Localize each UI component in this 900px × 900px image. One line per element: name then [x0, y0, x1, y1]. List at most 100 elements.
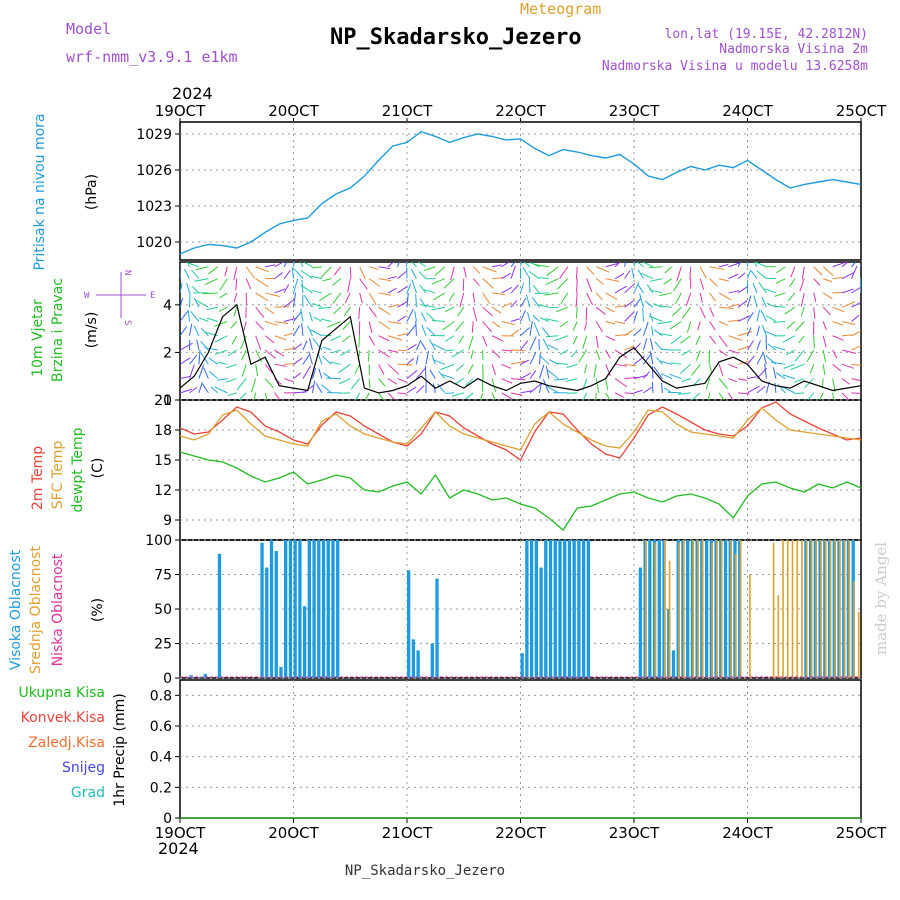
wind-barb — [841, 301, 856, 308]
wind-barb — [624, 329, 634, 337]
cloud-bar-cloud_high — [317, 540, 321, 678]
wind-barb — [343, 306, 351, 317]
wind-barb — [368, 306, 377, 318]
wind-barb — [529, 352, 537, 365]
wind-barb — [633, 298, 642, 308]
wind-barb — [501, 302, 513, 308]
wind-barb — [813, 266, 823, 276]
wind-barb — [718, 364, 724, 376]
wind-barb — [302, 340, 308, 351]
y-tick-label-temperature: 12 — [154, 483, 172, 499]
wind-barb — [207, 317, 218, 322]
wind-barb — [180, 310, 189, 322]
wind-barb — [274, 288, 286, 294]
wind-barb — [200, 340, 209, 351]
wind-barb — [633, 262, 636, 267]
wind-barb — [575, 266, 578, 280]
wind-barb — [238, 392, 247, 400]
wind-barb — [332, 292, 342, 304]
wind-barb — [545, 278, 559, 286]
wind-barb — [624, 376, 639, 380]
cloud-bar-cloud_mid — [796, 540, 799, 678]
wind-barb — [699, 292, 703, 304]
model-elevation-label: Nadmorska Visina u modelu 13.6258m — [602, 59, 868, 74]
pressure-line — [179, 130, 862, 255]
wind-barb — [775, 372, 786, 380]
cloud-bar-cloud_mid — [839, 540, 841, 678]
wind-barb — [809, 364, 815, 374]
wind-barb — [851, 286, 861, 294]
wind-barb — [397, 262, 400, 267]
wind-barb — [415, 320, 417, 336]
meteogram-label: Meteogram — [520, 0, 601, 18]
cloud-bar-cloud_high — [260, 542, 264, 678]
cloud-bar-cloud_high — [284, 540, 288, 678]
wind-barb — [659, 360, 672, 365]
cloud-bar-cloud_mid — [853, 581, 855, 678]
cloud-bar-cloud_mid — [786, 540, 789, 678]
wind-barb — [501, 392, 513, 400]
wind-barb — [673, 278, 682, 292]
wind-barb — [338, 363, 351, 374]
wind-barb — [532, 314, 540, 322]
wind-barb — [709, 321, 716, 331]
wind-barb — [482, 321, 492, 333]
wind-barb — [426, 326, 436, 337]
wind-barb — [538, 364, 545, 379]
cloud-bar-cloud_mid — [772, 542, 775, 678]
wind-barb — [319, 292, 332, 302]
model-label: Model — [66, 20, 111, 38]
wind-barb — [728, 392, 734, 400]
wind-barb — [302, 354, 310, 365]
wind-barb — [851, 262, 857, 268]
wind-barb — [718, 378, 728, 389]
wind-barb — [315, 383, 323, 394]
wind-barb — [243, 321, 247, 331]
cloud-bar-cloud_high — [203, 673, 207, 678]
wind-barb — [180, 297, 184, 308]
wind-barb — [637, 269, 644, 279]
wind-barb — [274, 335, 287, 341]
wind-barb — [180, 342, 193, 351]
wind-barb — [510, 360, 526, 365]
y-tick-label-clouds: 50 — [154, 602, 172, 618]
wind-barb — [633, 281, 640, 294]
wind-barb — [672, 306, 682, 317]
cloud-bar-cloud_mid — [654, 542, 657, 678]
wind-barb — [218, 306, 228, 312]
wind-barb — [728, 262, 742, 268]
wind-barb — [643, 371, 650, 379]
wind-barb — [442, 321, 455, 331]
wind-barb — [585, 307, 588, 321]
wind-barb — [554, 378, 568, 381]
wind-barb — [699, 278, 705, 290]
wind-barb — [368, 378, 371, 388]
wind-barb — [649, 338, 654, 351]
compass-rose: W E N S — [84, 270, 155, 325]
wind-barb — [661, 382, 663, 393]
wind-barb — [333, 306, 342, 315]
wind-barb — [378, 321, 391, 330]
wind-barb — [851, 392, 861, 394]
wind-barb — [669, 321, 682, 330]
wind-barb — [542, 338, 550, 351]
wind-barb — [832, 349, 838, 359]
wind-barb — [675, 292, 682, 304]
wind-barb — [539, 277, 549, 280]
wind-barb — [542, 379, 550, 394]
wind-barb — [624, 299, 635, 308]
cloud-label-2: Srednja Oblacnost — [28, 546, 44, 674]
temp-label-1: 2m Temp — [30, 446, 46, 510]
wind-barb — [264, 335, 275, 344]
wind-barb — [406, 324, 416, 337]
wind-barb — [342, 335, 351, 343]
wind-barb — [378, 378, 386, 387]
wind-barb — [491, 378, 497, 392]
cloud-bar-cloud_mid — [834, 540, 836, 678]
temp-line-sfc_temp — [179, 407, 862, 451]
cloud-bar-cloud_mid — [777, 595, 780, 678]
coords-label: lon,lat (19.15E, 42.2812N) — [665, 27, 869, 42]
wind-barb — [644, 300, 654, 308]
wind-barb — [640, 272, 654, 280]
wind-barb — [230, 321, 238, 329]
